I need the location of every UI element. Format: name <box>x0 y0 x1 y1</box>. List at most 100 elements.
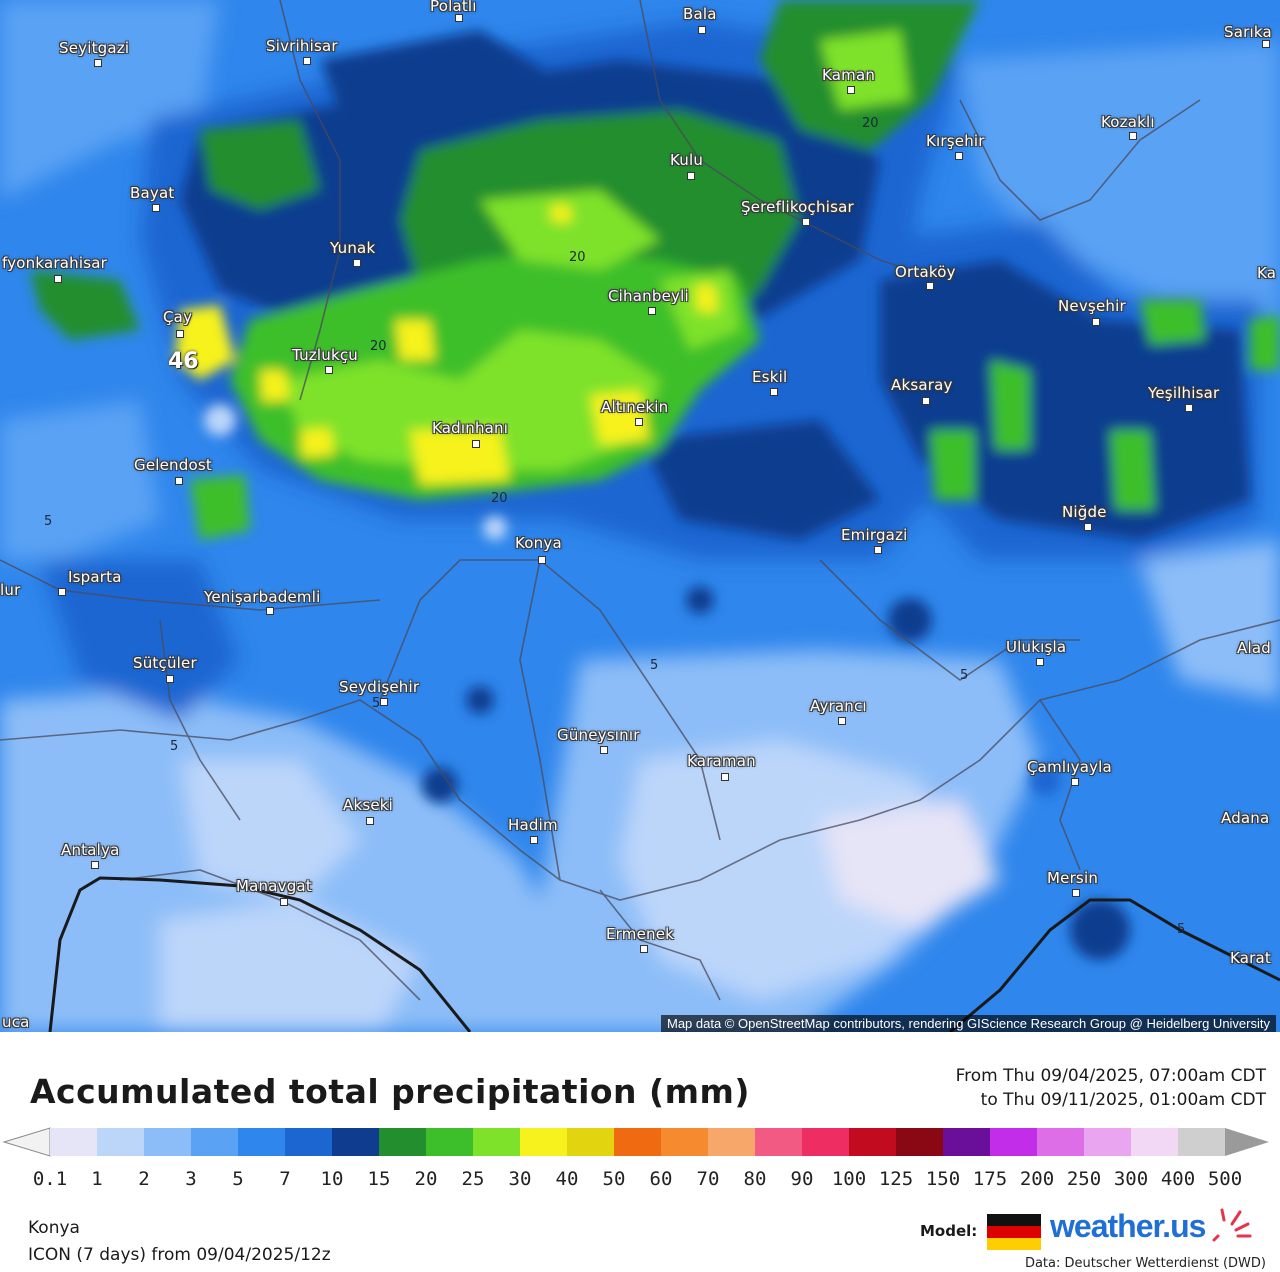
city-dot <box>802 218 810 226</box>
city-label[interactable]: Altınekin <box>601 398 669 416</box>
model-label: Model: <box>920 1222 978 1240</box>
city-label[interactable]: Sivrihisar <box>266 37 338 55</box>
city-label[interactable]: Karat <box>1230 949 1272 967</box>
city-label[interactable]: Ulukışla <box>1006 638 1067 656</box>
scale-swatch <box>97 1128 144 1156</box>
color-scale-bar <box>2 1127 1269 1157</box>
city-label[interactable]: Karaman <box>687 752 756 770</box>
model-run: ICON (7 days) from 09/04/2025/12z <box>28 1245 331 1265</box>
contour-label: 5 <box>372 696 381 711</box>
scale-arrow-low <box>2 1127 51 1157</box>
city-label[interactable]: Mersin <box>1047 869 1099 887</box>
scale-tick-label: 125 <box>878 1168 914 1190</box>
scale-tick-label: 50 <box>602 1168 626 1190</box>
city-label[interactable]: Kulu <box>670 151 704 169</box>
scale-tick-label: 3 <box>185 1168 197 1190</box>
scale-swatch <box>191 1128 238 1156</box>
scale-tick-label: 30 <box>508 1168 532 1190</box>
city-label[interactable]: Çamlıyayla <box>1027 758 1112 776</box>
city-label[interactable]: Eskil <box>752 368 788 386</box>
scale-tick-label: 15 <box>367 1168 391 1190</box>
city-dot <box>472 440 480 448</box>
city-label[interactable]: Kırşehir <box>926 132 985 150</box>
flag-stripe <box>987 1214 1041 1226</box>
city-label[interactable]: Niğde <box>1062 503 1107 521</box>
precipitation-map[interactable]: 46 Polatlı Bala Sarıka Seyitgazi Sivrihi… <box>0 0 1280 1032</box>
scale-swatch <box>520 1128 567 1156</box>
scale-tick-label: 0.1 <box>32 1168 68 1190</box>
scale-tick-label: 400 <box>1160 1168 1196 1190</box>
legend-title: Accumulated total precipitation (mm) <box>30 1072 750 1111</box>
valid-period: From Thu 09/04/2025, 07:00am CDT to Thu … <box>956 1064 1266 1112</box>
city-label[interactable]: Yenişarbademli <box>204 588 321 606</box>
city-label[interactable]: Kozaklı <box>1101 113 1155 131</box>
contour-label: 5 <box>650 658 659 673</box>
city-label[interactable]: Seyitgazi <box>59 39 130 57</box>
city-label[interactable]: Bayat <box>130 184 175 202</box>
city-label[interactable]: Ayrancı <box>810 697 867 715</box>
city-label[interactable]: Emirgazi <box>841 526 908 544</box>
city-dot <box>366 817 374 825</box>
city-label[interactable]: Konya <box>515 534 562 552</box>
flag-stripe <box>987 1226 1041 1238</box>
city-label[interactable]: Tuzlukçu <box>292 346 358 364</box>
location-info: Konya ICON (7 days) from 09/04/2025/12z <box>28 1215 331 1269</box>
city-label[interactable]: Antalya <box>61 841 120 859</box>
map-attribution[interactable]: Map data © OpenStreetMap contributors, r… <box>660 1015 1276 1032</box>
city-label[interactable]: Adana <box>1221 809 1270 827</box>
city-label[interactable]: Manavgat <box>236 877 312 895</box>
city-label[interactable]: Seydişehir <box>339 678 420 696</box>
city-label[interactable]: Aksaray <box>891 376 953 394</box>
city-label[interactable]: Kaman <box>822 66 876 84</box>
city-label[interactable]: Sarıka <box>1224 23 1272 41</box>
city-dot <box>687 172 695 180</box>
city-label[interactable]: Ortaköy <box>895 263 956 281</box>
city-label[interactable]: Nevşehir <box>1058 297 1126 315</box>
city-label[interactable]: Yeşilhisar <box>1148 384 1220 402</box>
city-dot <box>325 366 333 374</box>
city-label[interactable]: lur <box>0 581 21 599</box>
city-label[interactable]: Akseki <box>343 796 394 814</box>
city-label[interactable]: Güneysınır <box>557 726 640 744</box>
city-dot <box>175 477 183 485</box>
scale-swatch <box>50 1128 97 1156</box>
scale-tick-label: 40 <box>555 1168 579 1190</box>
scale-swatch <box>614 1128 661 1156</box>
city-label[interactable]: Isparta <box>68 568 122 586</box>
city-dot <box>1129 132 1137 140</box>
city-label[interactable]: Çay <box>163 308 193 326</box>
period-from: From Thu 09/04/2025, 07:00am CDT <box>955 1066 1266 1086</box>
city-dot <box>530 836 538 844</box>
color-scale-labels: 0.1 1 2 3 5 7 10 15 20 25 30 40 50 60 70 80 90 100 125 150 1… <box>0 1168 1280 1192</box>
city-label[interactable]: Gelendost <box>134 456 212 474</box>
city-dot <box>770 388 778 396</box>
scale-swatch <box>1037 1128 1084 1156</box>
city-dot <box>152 204 160 212</box>
city-label[interactable]: Şereflikoçhisar <box>741 198 854 216</box>
city-label[interactable]: Alad <box>1237 639 1271 657</box>
city-label[interactable]: Sütçüler <box>133 654 197 672</box>
city-label[interactable]: Polatlı <box>430 0 477 15</box>
city-label[interactable]: Cihanbeyli <box>608 287 689 305</box>
city-dot <box>538 556 546 564</box>
scale-swatch <box>1178 1128 1225 1156</box>
city-label[interactable]: fyonkarahisar <box>2 254 107 272</box>
city-label[interactable]: Ermenek <box>606 925 675 943</box>
city-label[interactable]: Ka <box>1257 264 1277 282</box>
city-dot <box>955 152 963 160</box>
city-label[interactable]: Kadınhanı <box>432 419 509 437</box>
city-dot <box>1185 404 1193 412</box>
data-source: Data: Deutscher Wetterdienst (DWD) <box>1024 1256 1266 1271</box>
city-label[interactable]: uca <box>2 1013 30 1031</box>
city-label[interactable]: Bala <box>683 5 717 23</box>
city-dot <box>922 397 930 405</box>
location-name: Konya <box>28 1218 80 1238</box>
city-label[interactable]: Hadim <box>508 816 558 834</box>
city-label[interactable]: Yunak <box>330 239 376 257</box>
contour-label: 5 <box>960 668 969 683</box>
scale-tick-label: 175 <box>972 1168 1008 1190</box>
scale-swatch <box>849 1128 896 1156</box>
city-dot <box>176 330 184 338</box>
scale-swatch <box>285 1128 332 1156</box>
brand-logo[interactable]: weather.us <box>1050 1208 1206 1244</box>
